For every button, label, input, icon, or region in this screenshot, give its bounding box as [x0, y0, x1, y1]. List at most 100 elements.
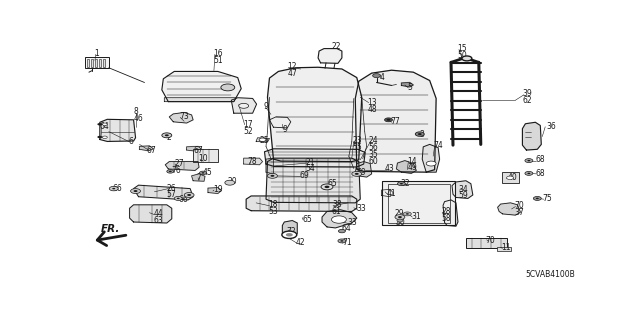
Text: 43: 43	[385, 165, 395, 174]
Text: 22: 22	[332, 42, 342, 51]
Circle shape	[352, 171, 362, 176]
Text: 31: 31	[412, 212, 421, 221]
Circle shape	[332, 216, 346, 223]
Circle shape	[131, 189, 141, 194]
Polygon shape	[208, 188, 221, 194]
Text: 9: 9	[282, 125, 287, 134]
Polygon shape	[282, 220, 297, 237]
Text: 35: 35	[369, 150, 378, 159]
Circle shape	[109, 186, 118, 191]
Text: 67: 67	[147, 145, 157, 154]
Text: 77: 77	[390, 117, 400, 126]
Text: 41: 41	[387, 189, 396, 198]
Text: 3: 3	[420, 130, 424, 139]
Polygon shape	[162, 71, 241, 102]
Text: 17: 17	[244, 120, 253, 129]
Text: 52: 52	[244, 127, 253, 136]
Bar	[502, 172, 519, 183]
Circle shape	[525, 159, 533, 163]
Bar	[87, 59, 90, 67]
Polygon shape	[231, 98, 257, 113]
Polygon shape	[134, 185, 193, 200]
Text: 63: 63	[154, 216, 163, 225]
Text: 51: 51	[213, 56, 223, 65]
Circle shape	[97, 136, 102, 138]
Circle shape	[268, 174, 277, 178]
Text: 7: 7	[196, 173, 202, 182]
Circle shape	[338, 239, 346, 243]
Text: 71: 71	[342, 238, 351, 247]
Bar	[388, 184, 449, 223]
Text: 55: 55	[353, 143, 362, 152]
Polygon shape	[318, 48, 342, 63]
Circle shape	[165, 134, 169, 136]
Text: 20: 20	[228, 177, 237, 186]
Circle shape	[355, 173, 359, 175]
Text: 78: 78	[248, 157, 257, 166]
Circle shape	[169, 171, 172, 172]
Circle shape	[162, 133, 172, 138]
Circle shape	[415, 132, 424, 136]
Circle shape	[398, 216, 402, 218]
Text: 60: 60	[369, 157, 378, 166]
Polygon shape	[355, 70, 436, 172]
Text: 50: 50	[457, 51, 467, 60]
Text: 2: 2	[167, 132, 172, 142]
Polygon shape	[187, 146, 202, 151]
Polygon shape	[169, 113, 193, 123]
Circle shape	[102, 136, 108, 138]
Circle shape	[339, 229, 346, 233]
Bar	[103, 59, 106, 67]
Text: 73: 73	[179, 112, 189, 122]
Text: 68: 68	[535, 169, 545, 178]
Circle shape	[527, 160, 531, 161]
Text: 58: 58	[441, 214, 451, 223]
Text: 46: 46	[134, 114, 143, 123]
Text: 70: 70	[486, 236, 495, 245]
Text: 5: 5	[408, 83, 412, 92]
Circle shape	[385, 118, 392, 122]
Text: 76: 76	[172, 167, 182, 175]
Text: 1: 1	[94, 48, 99, 57]
Circle shape	[134, 190, 138, 192]
Circle shape	[112, 188, 115, 189]
Circle shape	[271, 175, 275, 177]
Text: 27: 27	[174, 159, 184, 168]
Polygon shape	[381, 189, 394, 197]
Text: 33: 33	[356, 204, 367, 213]
Text: 37: 37	[514, 208, 524, 217]
Text: 56: 56	[369, 143, 378, 152]
Text: 13: 13	[367, 98, 378, 107]
Polygon shape	[191, 174, 205, 181]
Circle shape	[187, 194, 191, 196]
Polygon shape	[355, 162, 372, 177]
Text: 28: 28	[441, 207, 451, 216]
Polygon shape	[522, 122, 541, 150]
Text: 65: 65	[327, 179, 337, 188]
Circle shape	[403, 212, 412, 216]
Polygon shape	[140, 146, 154, 151]
Text: 40: 40	[508, 173, 517, 182]
Polygon shape	[164, 98, 236, 102]
Text: 69: 69	[300, 171, 309, 180]
Text: 30: 30	[395, 219, 404, 227]
Bar	[497, 247, 511, 251]
Polygon shape	[244, 158, 262, 165]
Bar	[193, 149, 218, 162]
Circle shape	[202, 172, 205, 174]
Circle shape	[259, 138, 266, 141]
Text: 38: 38	[332, 200, 342, 209]
Text: 70: 70	[514, 201, 524, 210]
Circle shape	[225, 180, 235, 185]
Polygon shape	[264, 149, 365, 167]
Text: 61: 61	[332, 207, 342, 216]
Text: 67: 67	[193, 145, 203, 154]
Circle shape	[395, 215, 405, 219]
Bar	[85, 57, 109, 68]
Text: 68: 68	[535, 155, 545, 164]
Text: 45: 45	[203, 168, 212, 177]
Circle shape	[527, 173, 531, 174]
Polygon shape	[266, 158, 360, 203]
Text: 25: 25	[260, 137, 269, 145]
Text: 23: 23	[353, 137, 362, 145]
